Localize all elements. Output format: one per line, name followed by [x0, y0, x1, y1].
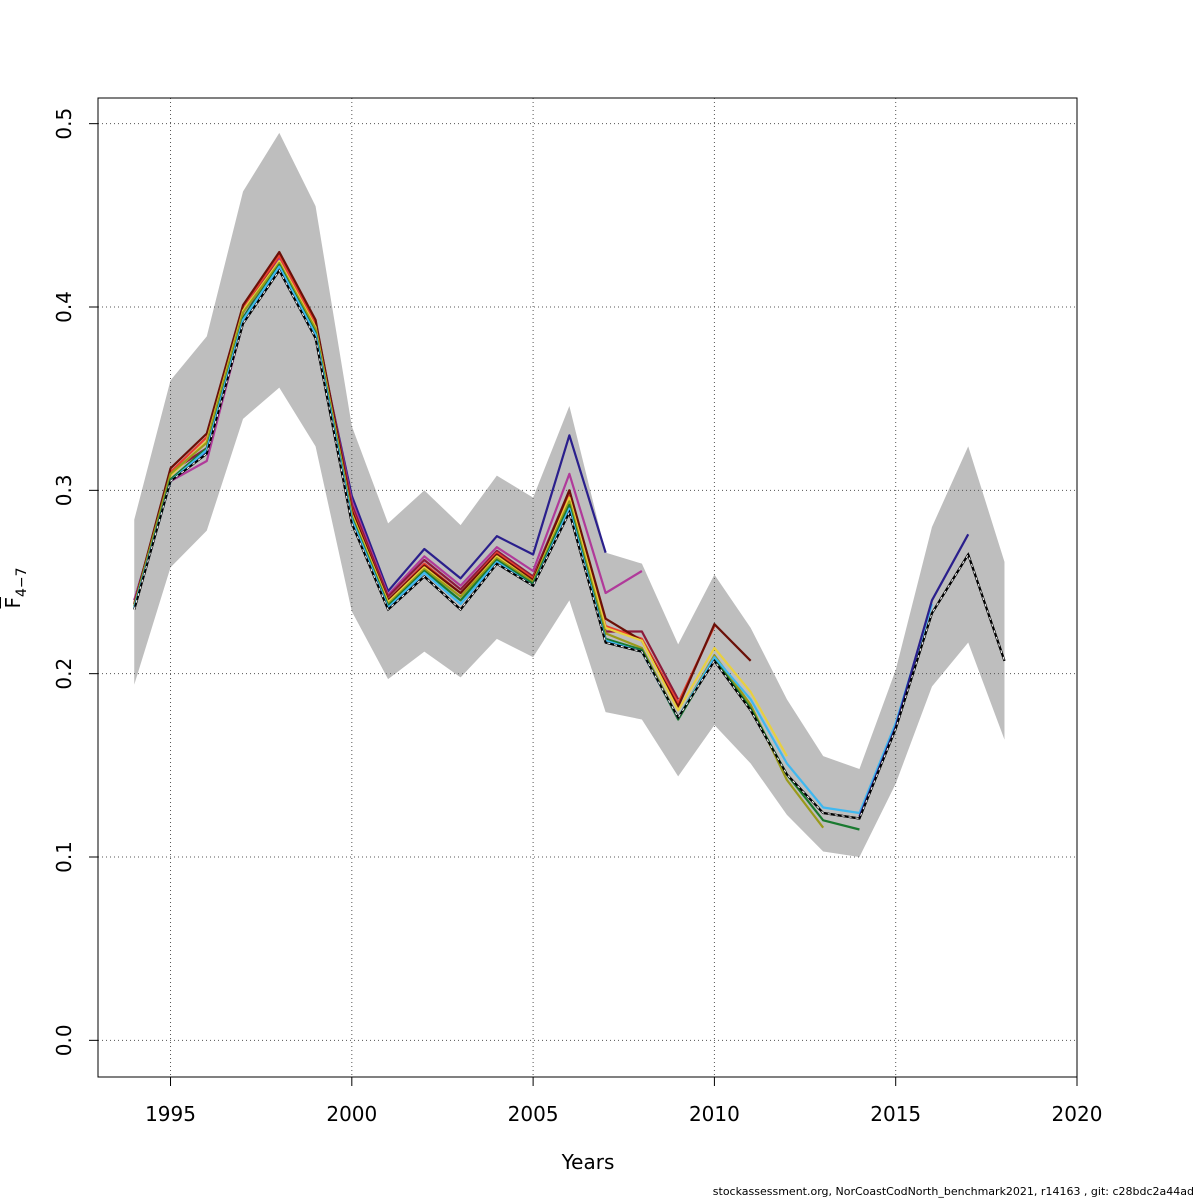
- y-axis-title-base: F: [1, 597, 25, 609]
- x-tick-label: 1995: [145, 1102, 196, 1126]
- x-tick-label: 2020: [1052, 1102, 1103, 1126]
- y-tick-label: 0.4: [52, 291, 76, 323]
- reference-line-dash: [133, 269, 1005, 820]
- footer-note: stockassessment.org, NorCoastCodNorth_be…: [712, 1185, 1194, 1198]
- plot-frame: [97, 97, 1078, 1078]
- y-tick-label: 0.3: [52, 474, 76, 506]
- x-tick-label: 2005: [508, 1102, 559, 1126]
- y-axis: 0.0 0.1 0.2 0.3 0.4 0.5: [52, 108, 98, 1056]
- series-layer: [133, 250, 1006, 831]
- x-axis-title: Years: [561, 1150, 615, 1174]
- x-tick-label: 2010: [689, 1102, 740, 1126]
- y-tick-label: 0.2: [52, 658, 76, 690]
- y-axis-title-subscript: 4−7: [14, 567, 30, 597]
- x-axis: 1995 2000 2005 2010 2015 2020: [145, 1077, 1102, 1126]
- x-tick-label: 2000: [326, 1102, 377, 1126]
- y-axis-title: F4−7: [1, 567, 30, 608]
- y-tick-label: 0.1: [52, 841, 76, 873]
- y-tick-label: 0.0: [52, 1024, 76, 1056]
- x-tick-label: 2015: [870, 1102, 921, 1126]
- y-tick-label: 0.5: [52, 108, 76, 140]
